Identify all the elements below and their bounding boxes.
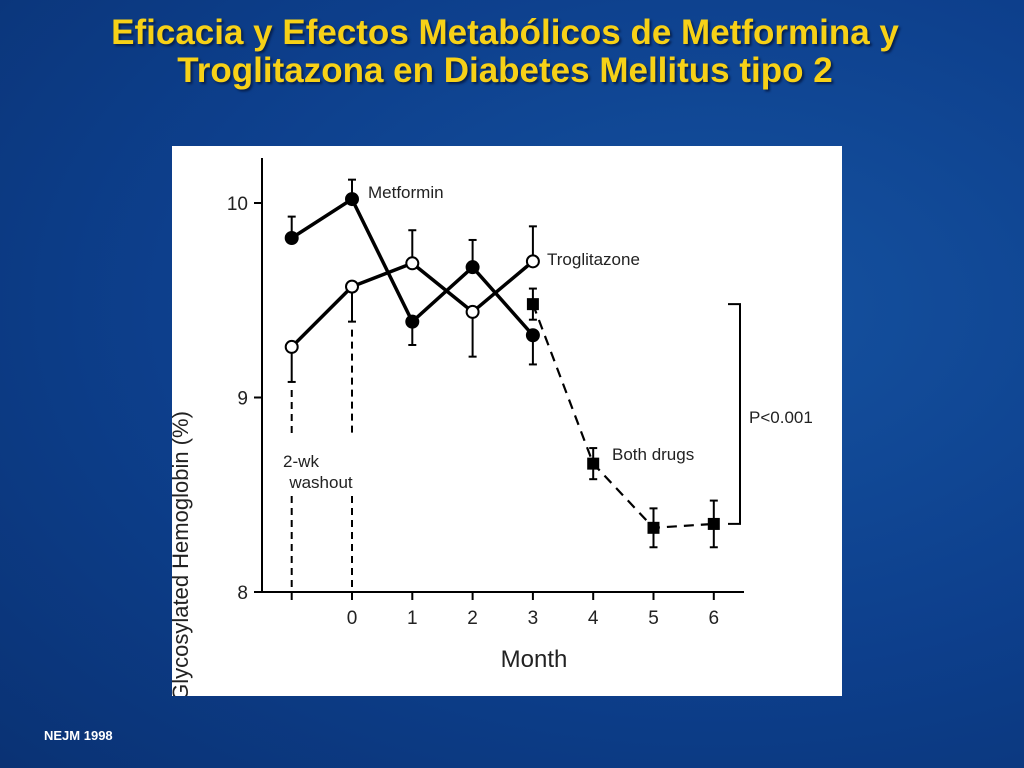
- data-point-open-circle: [405, 256, 420, 271]
- y-tick-label: 10: [227, 194, 248, 215]
- series-line-2: [531, 303, 714, 529]
- pvalue-label: P<0.001: [749, 408, 813, 427]
- washout-label-1: 2-wk: [283, 452, 319, 471]
- axes: [261, 158, 744, 593]
- title-line-2: Troglitazona en Diabetes Mellitus tipo 2: [177, 51, 833, 90]
- y-tick-label: 8: [237, 583, 248, 604]
- significance-bracket: [728, 303, 741, 525]
- x-tick-label: 2: [467, 608, 478, 629]
- data-point-square: [647, 521, 660, 534]
- data-point-open-circle: [525, 254, 540, 269]
- series-label-troglitazone: Troglitazone: [547, 250, 640, 269]
- chart-panel: Glycosylated Hemoglobin (%) Month 2-wk w…: [172, 146, 842, 696]
- data-point-filled-circle: [405, 314, 420, 329]
- x-axis-label: Month: [501, 646, 568, 673]
- data-point-open-circle: [284, 339, 299, 354]
- data-point-filled-circle: [465, 260, 480, 275]
- series-label-both-drugs: Both drugs: [612, 445, 694, 464]
- y-axis-label: Glycosylated Hemoglobin (%): [172, 411, 193, 696]
- data-point-filled-circle: [345, 192, 359, 207]
- data-point-square: [526, 298, 539, 311]
- x-tick-label: 3: [528, 608, 539, 629]
- washout-label-2: washout: [288, 473, 353, 492]
- data-point-square: [707, 517, 720, 530]
- series-label-metformin: Metformin: [368, 183, 444, 202]
- slide-title: Eficacia y Efectos Metabólicos de Metfor…: [0, 14, 1010, 90]
- x-tick-label: 5: [648, 608, 659, 629]
- chart-svg: Glycosylated Hemoglobin (%) Month 2-wk w…: [172, 158, 813, 696]
- x-tick-label: 6: [709, 608, 720, 629]
- title-line-1: Eficacia y Efectos Metabólicos de Metfor…: [111, 13, 899, 52]
- data-point-square: [587, 457, 600, 470]
- x-tick-label: 0: [347, 608, 358, 629]
- data-point-filled-circle: [525, 328, 540, 343]
- data-point-open-circle: [345, 279, 359, 294]
- source-citation: NEJM 1998: [44, 728, 113, 743]
- data-point-open-circle: [465, 304, 480, 319]
- y-tick-label: 9: [237, 389, 248, 410]
- x-tick-label: 1: [407, 608, 418, 629]
- x-tick-label: 4: [588, 608, 599, 629]
- data-point-filled-circle: [284, 231, 299, 246]
